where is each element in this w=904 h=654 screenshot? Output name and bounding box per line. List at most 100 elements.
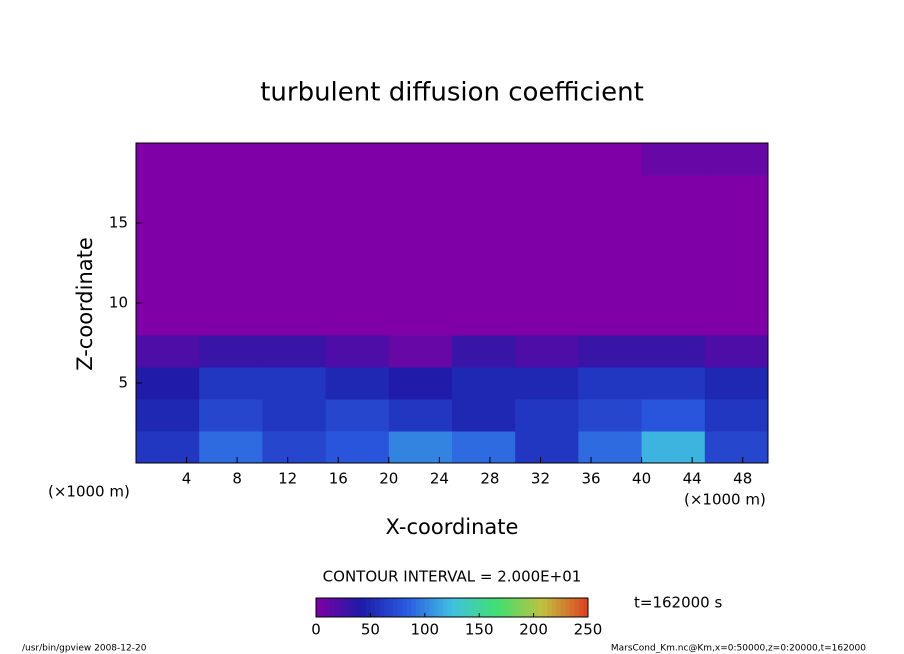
- cell: [641, 399, 706, 432]
- cell: [388, 207, 453, 240]
- colorbar-segment: [542, 598, 548, 617]
- cell: [578, 207, 643, 240]
- cell: [641, 271, 706, 304]
- colorbar-segment: [501, 598, 507, 617]
- cell: [388, 143, 453, 176]
- x-tick-label: 48: [733, 470, 752, 488]
- cell: [262, 143, 327, 176]
- x-tick-label: 36: [581, 470, 600, 488]
- cell: [199, 207, 263, 240]
- colorbar-tick-label: 200: [519, 621, 548, 639]
- cell: [325, 399, 390, 432]
- colorbar-segment: [365, 598, 371, 617]
- colorbar-segment: [452, 598, 458, 617]
- cell: [578, 399, 643, 432]
- cell: [325, 431, 390, 464]
- cell: [452, 175, 516, 208]
- cell: [136, 239, 200, 272]
- cell: [325, 303, 390, 336]
- cell: [199, 143, 263, 176]
- cell: [515, 367, 579, 400]
- colorbar-segment: [316, 598, 322, 617]
- colorbar-segment: [483, 598, 489, 617]
- colorbar-segment: [406, 598, 412, 617]
- cell: [262, 303, 327, 336]
- cell: [641, 303, 706, 336]
- cell: [136, 143, 200, 176]
- x-tick-label: 12: [278, 470, 297, 488]
- cell: [641, 239, 706, 272]
- x-unit: (×1000 m): [48, 483, 130, 501]
- colorbar-segment: [415, 598, 421, 617]
- cell: [452, 399, 516, 432]
- colorbar-segment: [447, 598, 453, 617]
- cell: [578, 175, 643, 208]
- colorbar-segment: [569, 598, 575, 617]
- cell: [704, 399, 769, 432]
- cell: [199, 367, 263, 400]
- colorbar-segment: [370, 598, 376, 617]
- colorbar-segment: [510, 598, 516, 617]
- colorbar-segment: [506, 598, 512, 617]
- cell: [641, 175, 706, 208]
- cell: [388, 175, 453, 208]
- cell: [578, 143, 643, 176]
- cell: [388, 239, 453, 272]
- y-tick-label: 15: [109, 214, 128, 232]
- x-tick-label: 40: [632, 470, 651, 488]
- cell: [262, 207, 327, 240]
- colorbar-segment: [393, 598, 399, 617]
- colorbar-segment: [529, 598, 535, 617]
- cell: [325, 239, 390, 272]
- cell: [515, 399, 579, 432]
- colorbar-segment: [465, 598, 471, 617]
- cell: [641, 367, 706, 400]
- colorbar-segment: [411, 598, 417, 617]
- cell: [641, 143, 706, 176]
- colorbar-segment: [524, 598, 530, 617]
- x-tick-label: 8: [232, 470, 242, 488]
- cell: [199, 271, 263, 304]
- cell: [136, 303, 200, 336]
- cell: [452, 431, 516, 464]
- cell: [199, 175, 263, 208]
- colorbar-segment: [556, 598, 562, 617]
- cell: [136, 431, 200, 464]
- cell: [325, 367, 390, 400]
- colorbar-segment: [474, 598, 480, 617]
- colorbar-segment: [429, 598, 435, 617]
- colorbar-tick-label: 50: [361, 621, 380, 639]
- colorbar-segment: [384, 598, 390, 617]
- cell: [452, 367, 516, 400]
- cell: [388, 271, 453, 304]
- colorbar-segment: [547, 598, 553, 617]
- x-tick-label: 20: [379, 470, 398, 488]
- colorbar-segment: [433, 598, 439, 617]
- cell: [136, 207, 200, 240]
- colorbar-segment: [334, 598, 340, 617]
- colorbar-segment: [424, 598, 430, 617]
- cell: [262, 399, 327, 432]
- footer: /usr/bin/gpview 2008-12-20: [22, 644, 147, 654]
- cell: [325, 175, 390, 208]
- colorbar-frame: [315, 597, 589, 618]
- colorbar-segment: [497, 598, 503, 617]
- cell: [452, 335, 516, 368]
- cell: [704, 175, 769, 208]
- cell: [515, 175, 579, 208]
- colorbar-segment: [320, 598, 326, 617]
- cell: [136, 271, 200, 304]
- colorbar-segment: [565, 598, 571, 617]
- colorbar-segment: [325, 598, 331, 617]
- y-tick-label: 5: [118, 374, 128, 392]
- cell: [136, 399, 200, 432]
- cell: [325, 335, 390, 368]
- colorbar-segment: [560, 598, 566, 617]
- cell: [704, 335, 769, 368]
- colorbar-tick-label: 250: [574, 621, 603, 639]
- cell: [515, 303, 579, 336]
- cell: [578, 367, 643, 400]
- colorbar-segment: [538, 598, 544, 617]
- cell: [641, 207, 706, 240]
- x-tick-label: 28: [480, 470, 499, 488]
